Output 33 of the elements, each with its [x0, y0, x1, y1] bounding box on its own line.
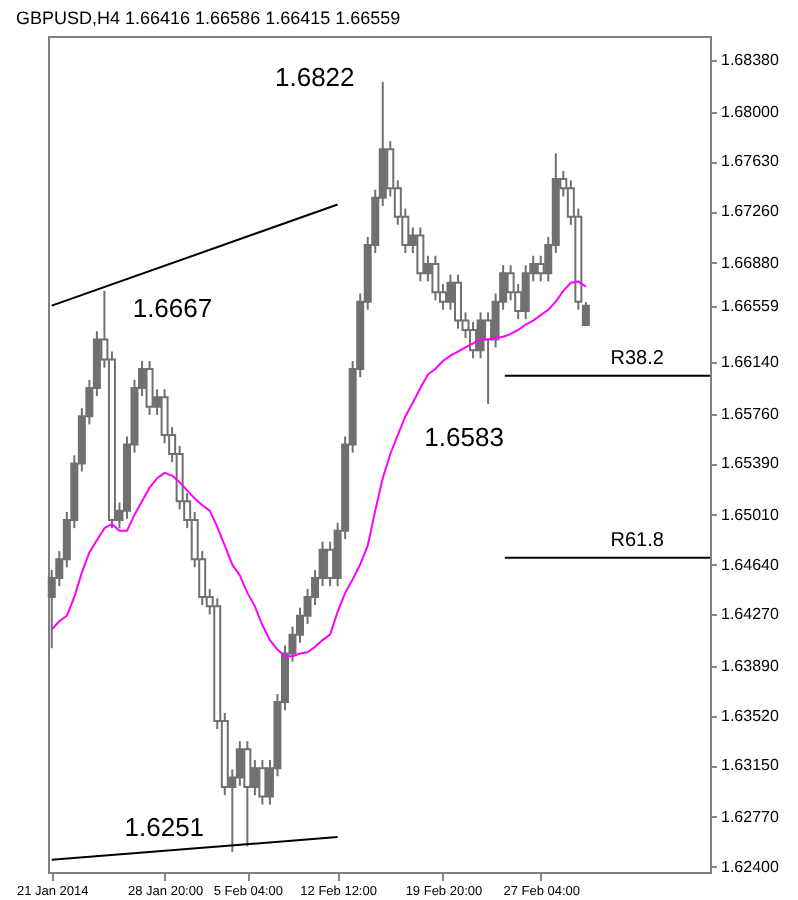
candlestick [416, 226, 425, 283]
y-tick-label: 1.67260 [721, 202, 780, 221]
y-tick-label: 1.68000 [721, 102, 780, 121]
annotation: 1.6251 [124, 811, 205, 842]
candlestick [145, 359, 154, 416]
y-tick-label: 1.64270 [721, 605, 780, 624]
y-tick-label: 1.66880 [721, 253, 780, 272]
y-tick-label: 1.64640 [721, 555, 780, 574]
annotation: 1.6583 [424, 422, 504, 453]
ref-line-label: R61.8 [610, 529, 665, 552]
y-tick-label: 1.63520 [721, 706, 780, 725]
candlestick [243, 740, 252, 848]
annotation: 1.6822 [275, 61, 355, 92]
candlestick [431, 254, 440, 302]
annotation: 1.6667 [132, 292, 213, 323]
chart-title: GBPUSD,H4 1.66416 1.66586 1.66415 1.66559 [15, 8, 401, 28]
ref-line-label: R38.2 [610, 347, 665, 370]
y-tick-label: 1.66140 [721, 353, 780, 372]
y-tick-label: 1.65390 [721, 454, 780, 473]
y-tick-label: 1.65010 [721, 505, 780, 524]
y-tick-label: 1.66559 [721, 296, 780, 315]
y-tick-label: 1.65760 [721, 404, 780, 423]
line-series [50, 280, 587, 658]
y-tick-label: 1.63890 [721, 656, 780, 675]
y-tick-label: 1.62770 [721, 807, 780, 826]
y-tick-label: 1.68380 [721, 51, 780, 70]
candlestick [258, 759, 267, 806]
y-tick-label: 1.62400 [721, 857, 780, 876]
y-tick-label: 1.67630 [721, 152, 780, 171]
candlestick [453, 273, 462, 330]
candlestick [521, 264, 530, 321]
y-tick-label: 1.63150 [721, 756, 780, 775]
candlestick [469, 320, 478, 360]
